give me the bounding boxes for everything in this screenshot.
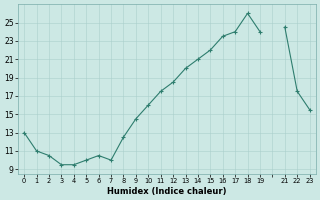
X-axis label: Humidex (Indice chaleur): Humidex (Indice chaleur) [107, 187, 227, 196]
